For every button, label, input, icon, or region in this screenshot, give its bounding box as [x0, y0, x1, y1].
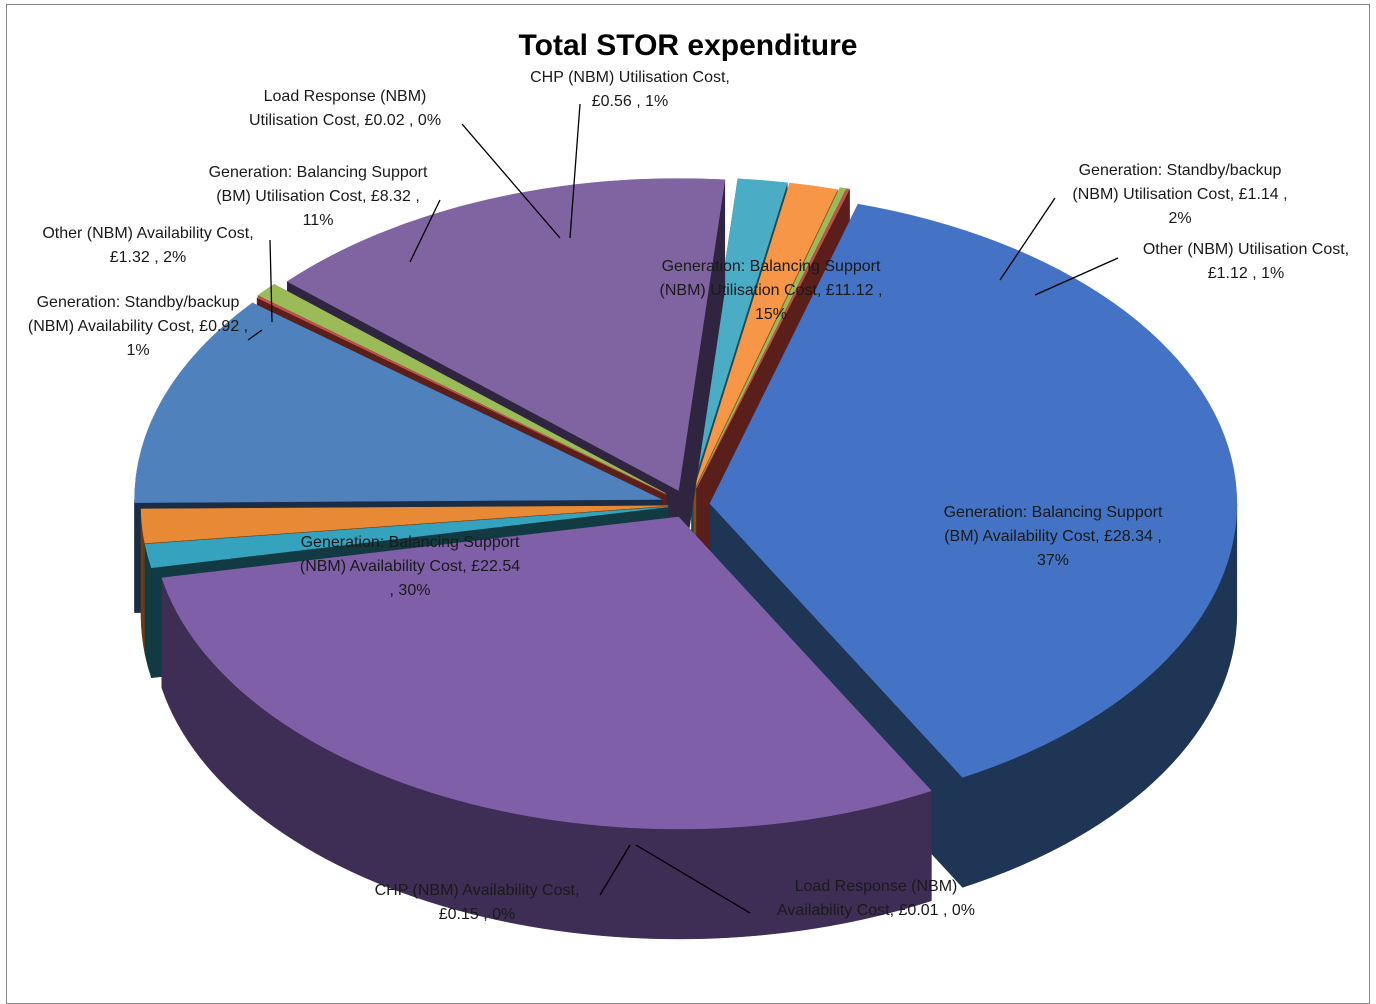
data-label: Other (NBM) Availability Cost, £1.32 , 2%	[42, 225, 253, 266]
data-label: Generation: Balancing Support (BM) Utilis…	[209, 164, 428, 229]
data-label: Other (NBM) Utilisation Cost, £1.12 , 1%	[1143, 241, 1349, 282]
data-label: Generation: Standby/backup (NBM) Utilisat…	[1072, 162, 1287, 227]
chart-title: Total STOR expenditure	[519, 29, 858, 62]
data-label: CHP (NBM) Utilisation Cost, £0.56 , 1%	[530, 69, 730, 110]
data-label: Load Response (NBM) Utilisation Cost, £0.…	[249, 88, 441, 129]
